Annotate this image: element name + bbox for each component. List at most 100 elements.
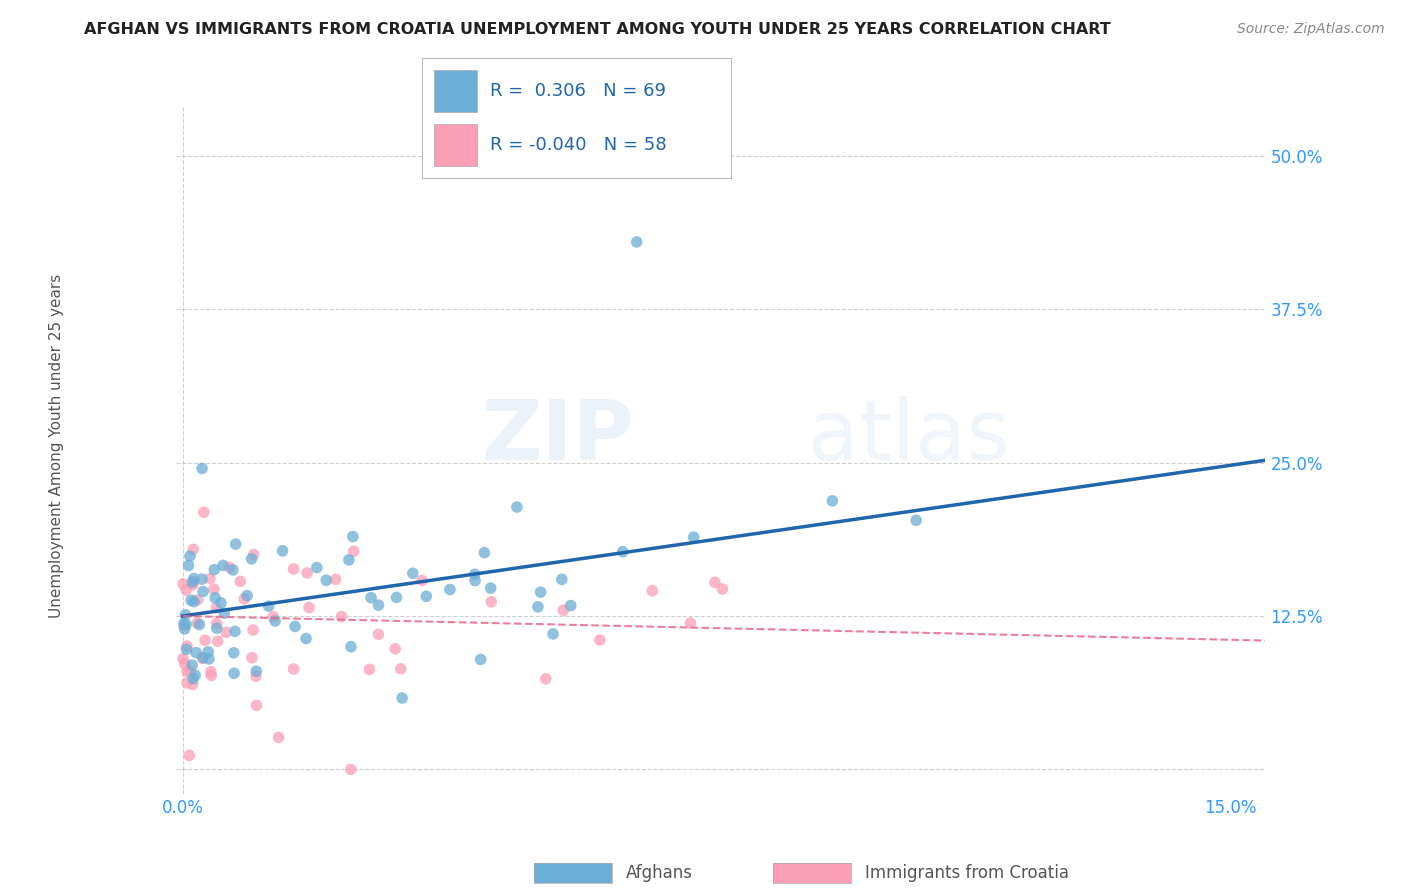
Point — [204, 591, 226, 605]
Point — [553, 603, 575, 617]
Point — [224, 624, 246, 639]
Point — [384, 641, 406, 656]
Point — [225, 537, 247, 551]
Point — [367, 598, 389, 612]
Point — [340, 762, 363, 776]
Point — [305, 560, 328, 574]
Point — [212, 558, 235, 573]
Point — [181, 672, 204, 686]
Point — [905, 513, 928, 527]
Point — [242, 548, 264, 562]
Point — [245, 698, 267, 713]
Point — [245, 664, 267, 679]
Point — [325, 572, 347, 586]
Point — [612, 545, 634, 559]
Text: Unemployment Among Youth under 25 years: Unemployment Among Youth under 25 years — [49, 274, 63, 618]
Point — [682, 530, 704, 544]
Point — [191, 461, 214, 475]
Point — [214, 606, 236, 620]
Point — [479, 595, 502, 609]
Point — [464, 574, 486, 588]
Text: R =  0.306   N = 69: R = 0.306 N = 69 — [489, 82, 666, 100]
Point — [534, 672, 557, 686]
Point — [626, 235, 648, 249]
Point — [385, 591, 408, 605]
Point — [176, 676, 198, 690]
Point — [530, 585, 553, 599]
Point — [242, 623, 264, 637]
Point — [641, 583, 664, 598]
Point — [233, 591, 256, 606]
Text: Afghans: Afghans — [626, 864, 693, 882]
Point — [173, 616, 195, 631]
Point — [202, 582, 225, 597]
Point — [283, 562, 305, 576]
Point — [283, 662, 305, 676]
Point — [172, 577, 194, 591]
Point — [527, 599, 550, 614]
Point — [506, 500, 529, 514]
Point — [271, 544, 294, 558]
Point — [180, 593, 202, 607]
Point — [186, 593, 208, 607]
Point — [179, 549, 201, 563]
Point — [229, 574, 252, 589]
Point — [181, 677, 204, 691]
Point — [589, 633, 612, 648]
Bar — [434, 70, 478, 112]
Point — [402, 566, 425, 581]
Point — [704, 575, 727, 590]
Point — [207, 634, 229, 648]
Point — [176, 642, 198, 657]
Point — [198, 652, 221, 666]
Point — [236, 589, 259, 603]
Point — [240, 551, 263, 566]
Point — [389, 662, 412, 676]
Point — [415, 590, 437, 604]
Point — [821, 493, 844, 508]
Text: Immigrants from Croatia: Immigrants from Croatia — [865, 864, 1069, 882]
Point — [479, 581, 502, 595]
Point — [360, 591, 382, 605]
Point — [464, 567, 486, 582]
Point — [176, 665, 198, 679]
Point — [215, 625, 238, 640]
Point — [179, 748, 201, 763]
Point — [264, 614, 287, 628]
Point — [181, 575, 204, 590]
Point — [343, 544, 366, 558]
Point — [184, 646, 207, 660]
Text: R = -0.040   N = 58: R = -0.040 N = 58 — [489, 136, 666, 153]
Point — [222, 563, 245, 577]
Point — [391, 691, 413, 706]
Point — [439, 582, 461, 597]
Point — [257, 599, 280, 614]
Point — [298, 600, 321, 615]
Point — [295, 632, 318, 646]
Point — [200, 665, 222, 679]
Point — [222, 666, 245, 681]
Point — [205, 616, 228, 631]
Point — [560, 599, 582, 613]
Point — [359, 662, 381, 676]
Point — [173, 619, 195, 633]
Point — [183, 595, 205, 609]
Point — [188, 617, 211, 632]
Point — [191, 650, 214, 665]
Point — [181, 658, 204, 673]
Point — [173, 622, 195, 636]
Point — [551, 573, 574, 587]
Text: Source: ZipAtlas.com: Source: ZipAtlas.com — [1237, 22, 1385, 37]
Point — [342, 530, 364, 544]
Point — [191, 572, 214, 586]
Point — [179, 665, 201, 679]
Point — [679, 615, 702, 630]
Text: ZIP: ZIP — [481, 396, 633, 477]
Text: AFGHAN VS IMMIGRANTS FROM CROATIA UNEMPLOYMENT AMONG YOUTH UNDER 25 YEARS CORREL: AFGHAN VS IMMIGRANTS FROM CROATIA UNEMPL… — [84, 22, 1111, 37]
Point — [186, 615, 208, 630]
Point — [367, 627, 389, 641]
Point — [222, 646, 245, 660]
Point — [181, 542, 204, 557]
Point — [262, 609, 284, 624]
Point — [174, 583, 197, 598]
